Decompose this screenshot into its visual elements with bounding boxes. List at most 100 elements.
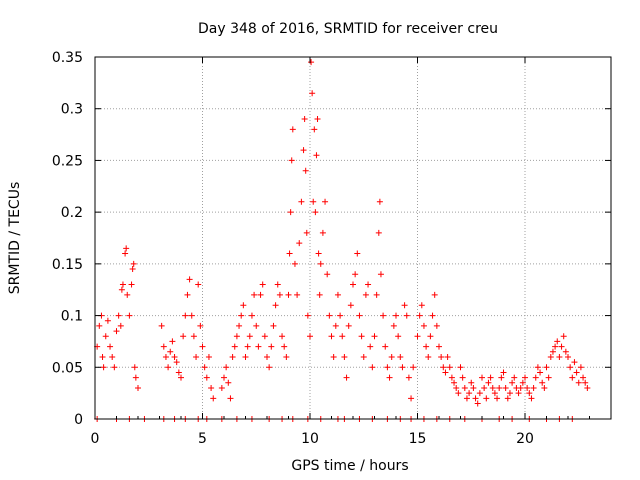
data-point xyxy=(272,302,279,309)
data-point xyxy=(188,312,195,319)
data-point xyxy=(119,281,126,288)
data-point xyxy=(301,116,308,123)
plot-frame xyxy=(94,56,612,420)
data-point xyxy=(347,302,354,309)
data-point xyxy=(425,353,432,360)
grid xyxy=(95,57,611,419)
data-point xyxy=(276,291,283,298)
data-point xyxy=(298,198,305,205)
data-point xyxy=(573,369,580,376)
y-tick-label: 0.35 xyxy=(52,50,83,66)
data-point xyxy=(197,322,204,329)
data-point xyxy=(160,343,167,350)
data-point xyxy=(524,384,531,391)
data-point xyxy=(158,322,165,329)
data-point xyxy=(311,126,318,133)
x-tick-label: 5 xyxy=(198,431,207,447)
data-point xyxy=(427,333,434,340)
data-point xyxy=(461,384,468,391)
data-point xyxy=(304,312,311,319)
data-point xyxy=(169,338,176,345)
data-point xyxy=(549,348,556,355)
data-point xyxy=(175,369,182,376)
data-point xyxy=(360,353,367,360)
x-tick-label: 20 xyxy=(516,431,534,447)
data-point xyxy=(498,374,505,381)
data-point xyxy=(291,260,298,267)
data-point xyxy=(509,379,516,386)
data-point xyxy=(248,312,255,319)
data-point xyxy=(517,384,524,391)
y-tick-label: 0.05 xyxy=(52,360,83,376)
data-point xyxy=(502,384,509,391)
data-point xyxy=(562,348,569,355)
data-point xyxy=(532,374,539,381)
data-point xyxy=(173,359,180,366)
data-point xyxy=(218,384,225,391)
data-point xyxy=(255,343,262,350)
data-point xyxy=(584,384,591,391)
data-point xyxy=(118,286,125,293)
data-point xyxy=(96,322,103,329)
data-point xyxy=(135,384,141,391)
data-point xyxy=(184,291,191,298)
data-point xyxy=(386,374,393,381)
data-point xyxy=(345,322,352,329)
data-point xyxy=(545,374,552,381)
data-point xyxy=(567,364,574,371)
data-point xyxy=(448,374,455,381)
data-point xyxy=(459,374,466,381)
data-point xyxy=(195,281,202,288)
y-tick-label: 0.25 xyxy=(52,153,83,169)
data-point xyxy=(332,322,339,329)
data-point xyxy=(528,395,535,402)
data-point xyxy=(440,364,447,371)
data-point xyxy=(100,364,107,371)
data-point xyxy=(129,266,136,273)
data-point xyxy=(171,353,178,360)
y-ticks: 0 0.05 0.1 0.15 0.2 0.25 0.3 0.35 xyxy=(52,50,611,428)
data-point xyxy=(511,374,518,381)
data-point xyxy=(283,353,290,360)
data-point xyxy=(261,333,268,340)
data-point xyxy=(438,353,445,360)
data-point xyxy=(123,245,130,252)
data-point xyxy=(401,302,408,309)
data-point xyxy=(457,364,464,371)
data-point xyxy=(455,390,462,397)
data-point xyxy=(418,302,425,309)
data-point xyxy=(376,198,383,205)
data-point xyxy=(113,328,120,335)
data-point xyxy=(375,229,382,236)
y-tick-label: 0.2 xyxy=(61,205,83,221)
data-point xyxy=(242,353,249,360)
data-point xyxy=(266,364,273,371)
data-point xyxy=(395,333,402,340)
data-point xyxy=(580,374,587,381)
data-point xyxy=(274,281,281,288)
data-point xyxy=(294,291,301,298)
data-point xyxy=(494,395,501,402)
data-point xyxy=(571,359,578,366)
data-point xyxy=(537,369,544,376)
data-point xyxy=(483,395,490,402)
data-point xyxy=(388,353,395,360)
data-point xyxy=(339,333,346,340)
data-point xyxy=(111,364,118,371)
data-point xyxy=(384,364,391,371)
data-point xyxy=(491,390,498,397)
data-point xyxy=(115,312,122,319)
data-point xyxy=(556,353,563,360)
data-point xyxy=(328,333,335,340)
data-point xyxy=(489,384,496,391)
data-point xyxy=(354,250,361,257)
data-point xyxy=(199,343,206,350)
x-tick-label: 0 xyxy=(91,431,100,447)
data-point xyxy=(227,395,234,402)
data-point xyxy=(259,281,266,288)
data-point xyxy=(193,353,200,360)
data-point xyxy=(309,90,316,97)
data-point xyxy=(302,167,309,174)
data-point xyxy=(377,271,384,278)
